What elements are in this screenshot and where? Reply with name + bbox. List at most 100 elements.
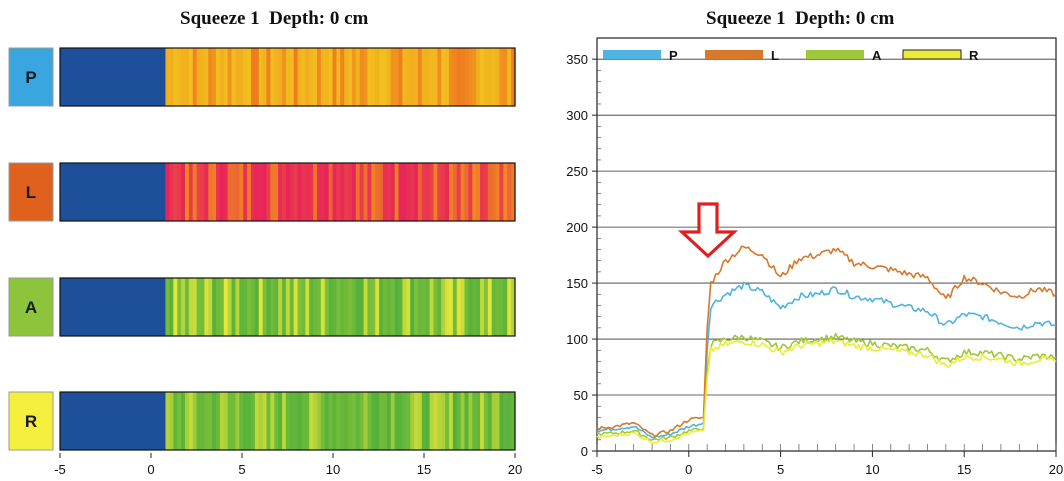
heat-stripe — [336, 163, 341, 221]
heatmap-x-tick-label: 0 — [147, 462, 154, 477]
y-tick-label: 200 — [566, 220, 588, 235]
heat-stripe — [173, 163, 178, 221]
heat-stripe — [433, 392, 438, 450]
heat-stripe — [254, 392, 260, 450]
heat-stripe — [188, 278, 194, 336]
heat-stripe — [472, 392, 477, 450]
heat-stripe — [386, 278, 392, 336]
heat-stripe — [429, 392, 435, 450]
heat-stripe — [313, 48, 318, 106]
heat-stripe — [340, 48, 345, 106]
series-line-a — [597, 332, 1057, 441]
heat-stripe — [499, 278, 504, 336]
heat-stripe — [355, 278, 361, 336]
heat-stripe — [480, 163, 485, 221]
heat-stripe — [165, 278, 171, 336]
heat-stripe — [301, 48, 306, 106]
heat-stripe — [289, 392, 295, 450]
heat-stripe — [274, 392, 279, 450]
heat-stripe — [355, 48, 361, 106]
x-tick-label: 10 — [865, 462, 879, 477]
heat-stripe — [297, 392, 303, 450]
heat-stripe — [414, 48, 419, 106]
heat-stripe — [363, 278, 369, 336]
heat-stripe — [468, 163, 473, 221]
left-chart-title: Squeeze 1 Depth: 0 cm — [180, 8, 369, 29]
heat-stripe — [297, 48, 303, 106]
channel-label-p: P — [25, 68, 36, 87]
heat-stripe — [351, 392, 357, 450]
heat-stripe — [336, 48, 341, 106]
x-tick-label: 0 — [685, 462, 692, 477]
y-tick-label: 50 — [574, 388, 588, 403]
channel-label-l: L — [26, 183, 36, 202]
heat-stripe — [320, 48, 326, 106]
heat-stripe — [445, 392, 450, 450]
heat-stripe — [204, 392, 209, 450]
heat-stripe — [487, 48, 493, 106]
heat-stripe — [285, 392, 291, 450]
heat-stripe — [499, 392, 504, 450]
heat-stripe — [282, 278, 287, 336]
heat-stripe — [239, 48, 244, 106]
heat-stripe — [448, 163, 454, 221]
heat-stripe — [448, 278, 454, 336]
heat-stripe — [328, 48, 334, 106]
heat-stripe — [313, 163, 318, 221]
heat-stripe — [243, 163, 248, 221]
heat-stripe — [328, 278, 334, 336]
heat-stripe — [250, 278, 256, 336]
heat-stripe — [247, 278, 252, 336]
heat-stripe — [367, 392, 372, 450]
heat-stripe — [472, 278, 477, 336]
heat-stripe — [390, 48, 396, 106]
heat-stripe — [266, 392, 271, 450]
heat-stripe — [359, 163, 365, 221]
annotation-arrow-icon — [677, 202, 739, 259]
heat-stripe — [402, 278, 407, 336]
heat-stripe — [386, 48, 392, 106]
heat-stripe — [200, 278, 205, 336]
heat-stripe — [216, 163, 221, 221]
heat-stripe — [208, 278, 213, 336]
heat-stripe — [235, 163, 240, 221]
heat-stripe — [227, 392, 233, 450]
heat-stripe — [425, 278, 431, 336]
heat-stripe — [254, 48, 260, 106]
heat-stripe — [464, 163, 470, 221]
heat-stripe — [336, 278, 341, 336]
heat-stripe — [499, 163, 504, 221]
heat-stripe — [487, 163, 493, 221]
heat-stripe — [289, 278, 295, 336]
heat-stripe — [165, 392, 171, 450]
heat-stripe — [340, 392, 345, 450]
heat-stripe — [216, 392, 221, 450]
heat-stripe — [324, 163, 330, 221]
heat-stripe — [511, 48, 516, 106]
heat-stripe — [177, 278, 182, 336]
heat-stripe — [414, 163, 419, 221]
heat-stripe — [340, 278, 345, 336]
heat-stripe — [219, 163, 225, 221]
heat-stripe — [274, 48, 279, 106]
heat-stripe — [266, 278, 271, 336]
heat-stripe — [344, 392, 349, 450]
heat-stripe — [495, 48, 501, 106]
heat-stripe — [309, 278, 314, 336]
heat-stripe — [460, 278, 466, 336]
heat-stripe — [247, 392, 252, 450]
heat-stripe — [456, 278, 462, 336]
heat-stripe — [359, 392, 365, 450]
heat-stripe — [320, 278, 326, 336]
heat-stripe — [192, 48, 198, 106]
heat-stripe — [406, 278, 411, 336]
heat-stripe — [410, 278, 415, 336]
heat-stripe — [367, 48, 372, 106]
heat-stripe — [402, 48, 407, 106]
x-tick-label: 20 — [1049, 462, 1063, 477]
heat-stripe — [239, 163, 244, 221]
legend-label-l: L — [771, 48, 779, 63]
heat-stripe — [460, 392, 466, 450]
heat-stripe — [227, 48, 233, 106]
heat-stripe — [258, 278, 264, 336]
